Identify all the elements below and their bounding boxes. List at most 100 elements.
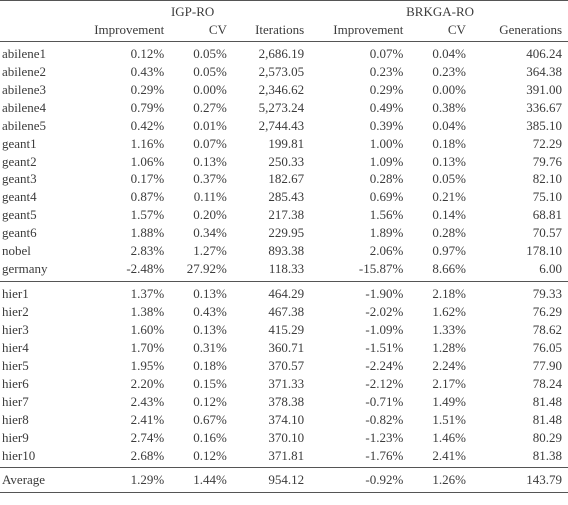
- row-imp2: -1.76%: [312, 447, 411, 465]
- table-row: hier31.60%0.13%415.29-1.09%1.33%78.62: [0, 321, 568, 339]
- row-name: abilene3: [0, 81, 73, 99]
- row-imp1: 0.42%: [73, 117, 172, 135]
- row-iter: 2,744.43: [235, 117, 312, 135]
- row-cv1: 0.05%: [172, 63, 235, 81]
- row-name: abilene2: [0, 63, 73, 81]
- row-iter: 2,346.62: [235, 81, 312, 99]
- table-row: hier72.43%0.12%378.38-0.71%1.49%81.48: [0, 393, 568, 411]
- row-cv2: 2.18%: [411, 285, 474, 303]
- row-iter: 217.38: [235, 206, 312, 224]
- row-imp1: 0.43%: [73, 63, 172, 81]
- average-row: Average 1.29% 1.44% 954.12 -0.92% 1.26% …: [0, 471, 568, 489]
- avg-name: Average: [0, 471, 73, 489]
- table: IGP-RO BRKGA-RO Improvement CV Iteration…: [0, 0, 568, 493]
- row-gen: 391.00: [474, 81, 568, 99]
- row-imp1: 0.29%: [73, 81, 172, 99]
- row-imp2: -0.82%: [312, 411, 411, 429]
- row-cv2: 0.28%: [411, 224, 474, 242]
- row-cv1: 0.01%: [172, 117, 235, 135]
- row-iter: 199.81: [235, 135, 312, 153]
- row-name: hier5: [0, 357, 73, 375]
- row-cv2: 0.00%: [411, 81, 474, 99]
- row-cv1: 0.31%: [172, 339, 235, 357]
- row-iter: 464.29: [235, 285, 312, 303]
- row-imp1: 1.95%: [73, 357, 172, 375]
- table-row: geant21.06%0.13%250.331.09%0.13%79.76: [0, 153, 568, 171]
- row-cv2: 0.23%: [411, 63, 474, 81]
- table-row: hier11.37%0.13%464.29-1.90%2.18%79.33: [0, 285, 568, 303]
- table-row: hier82.41%0.67%374.10-0.82%1.51%81.48: [0, 411, 568, 429]
- row-imp1: 1.37%: [73, 285, 172, 303]
- row-cv1: 0.15%: [172, 375, 235, 393]
- row-gen: 364.38: [474, 63, 568, 81]
- avg-imp1: 1.29%: [73, 471, 172, 489]
- table-row: hier102.68%0.12%371.81-1.76%2.41%81.38: [0, 447, 568, 465]
- group-header-row: IGP-RO BRKGA-RO: [0, 1, 568, 21]
- row-cv2: 8.66%: [411, 260, 474, 278]
- row-imp1: 1.16%: [73, 135, 172, 153]
- row-iter: 371.33: [235, 375, 312, 393]
- bottom-rule: [0, 489, 568, 493]
- avg-cv1: 1.44%: [172, 471, 235, 489]
- avg-gen: 143.79: [474, 471, 568, 489]
- group-right-label: BRKGA-RO: [312, 1, 568, 21]
- table-row: hier62.20%0.15%371.33-2.12%2.17%78.24: [0, 375, 568, 393]
- row-imp1: 1.88%: [73, 224, 172, 242]
- col-name-header: [0, 21, 73, 41]
- row-iter: 229.95: [235, 224, 312, 242]
- row-gen: 81.48: [474, 393, 568, 411]
- row-imp2: 0.23%: [312, 63, 411, 81]
- row-cv2: 2.41%: [411, 447, 474, 465]
- row-iter: 374.10: [235, 411, 312, 429]
- row-cv2: 0.21%: [411, 188, 474, 206]
- row-imp2: -1.51%: [312, 339, 411, 357]
- row-iter: 5,273.24: [235, 99, 312, 117]
- row-gen: 75.10: [474, 188, 568, 206]
- row-imp1: 2.43%: [73, 393, 172, 411]
- table-row: abilene30.29%0.00%2,346.620.29%0.00%391.…: [0, 81, 568, 99]
- row-cv1: 0.34%: [172, 224, 235, 242]
- row-gen: 385.10: [474, 117, 568, 135]
- row-imp2: 0.49%: [312, 99, 411, 117]
- row-name: hier10: [0, 447, 73, 465]
- col-cv2-header: CV: [411, 21, 474, 41]
- row-gen: 79.76: [474, 153, 568, 171]
- row-imp2: 1.00%: [312, 135, 411, 153]
- row-iter: 250.33: [235, 153, 312, 171]
- row-cv2: 0.05%: [411, 170, 474, 188]
- row-imp2: -0.71%: [312, 393, 411, 411]
- row-name: hier6: [0, 375, 73, 393]
- row-gen: 78.24: [474, 375, 568, 393]
- table-row: hier92.74%0.16%370.10-1.23%1.46%80.29: [0, 429, 568, 447]
- row-imp1: 1.60%: [73, 321, 172, 339]
- table-row: abilene20.43%0.05%2,573.050.23%0.23%364.…: [0, 63, 568, 81]
- row-name: hier8: [0, 411, 73, 429]
- row-imp2: -15.87%: [312, 260, 411, 278]
- row-cv2: 2.24%: [411, 357, 474, 375]
- col-imp1-header: Improvement: [73, 21, 172, 41]
- row-cv2: 1.49%: [411, 393, 474, 411]
- table-row: germany-2.48%27.92%118.33-15.87%8.66%6.0…: [0, 260, 568, 278]
- row-iter: 467.38: [235, 303, 312, 321]
- row-gen: 68.81: [474, 206, 568, 224]
- row-name: geant5: [0, 206, 73, 224]
- col-gen-header: Generations: [474, 21, 568, 41]
- row-iter: 118.33: [235, 260, 312, 278]
- table-row: hier21.38%0.43%467.38-2.02%1.62%76.29: [0, 303, 568, 321]
- row-imp2: 0.39%: [312, 117, 411, 135]
- row-cv1: 0.16%: [172, 429, 235, 447]
- row-cv1: 0.67%: [172, 411, 235, 429]
- avg-cv2: 1.26%: [411, 471, 474, 489]
- row-cv2: 2.17%: [411, 375, 474, 393]
- row-cv1: 1.27%: [172, 242, 235, 260]
- row-imp1: 1.70%: [73, 339, 172, 357]
- row-cv2: 0.18%: [411, 135, 474, 153]
- row-imp2: -2.12%: [312, 375, 411, 393]
- row-cv2: 1.33%: [411, 321, 474, 339]
- row-gen: 406.24: [474, 45, 568, 63]
- row-name: hier3: [0, 321, 73, 339]
- row-imp2: 2.06%: [312, 242, 411, 260]
- row-imp2: -1.09%: [312, 321, 411, 339]
- row-imp1: 0.79%: [73, 99, 172, 117]
- table-row: geant51.57%0.20%217.381.56%0.14%68.81: [0, 206, 568, 224]
